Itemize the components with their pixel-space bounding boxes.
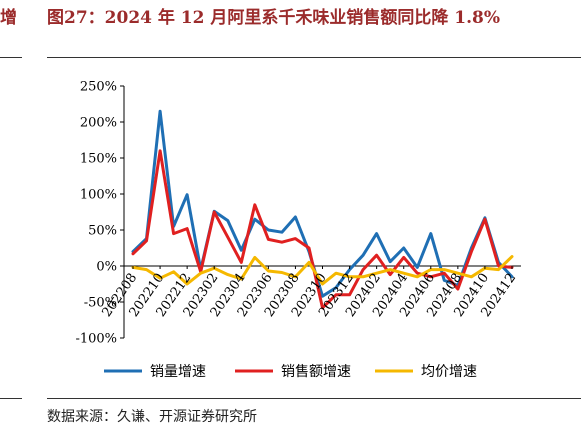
- series-line-3: [131, 255, 514, 286]
- y-tick-label: -50%: [84, 296, 117, 311]
- legend-label-1: 销量增速: [150, 364, 206, 380]
- bottom-rule: [47, 398, 581, 399]
- y-tick-label: -100%: [75, 332, 117, 347]
- y-tick-label: 100%: [80, 188, 117, 203]
- source-note: 数据来源：久谦、开源证券研究所: [47, 409, 257, 425]
- series-line-1: [131, 109, 514, 298]
- series-line-2: [131, 149, 514, 310]
- left-title-fragment: 增: [0, 8, 17, 28]
- y-tick-label: 50%: [88, 224, 117, 239]
- legend-label-2: 销售额增速: [281, 364, 351, 380]
- chart-series: [131, 109, 514, 310]
- y-tick-label: 0%: [96, 260, 117, 275]
- x-axis-ticks: 2022082022102022122023022023042023062023…: [100, 266, 519, 320]
- top-rule-left: [0, 57, 22, 58]
- y-tick-label: 200%: [80, 116, 117, 131]
- legend-label-3: 均价增速: [421, 364, 477, 380]
- y-axis-ticks: -100% -50% 0% 50% 100% 150% 200% 250%: [75, 80, 124, 347]
- figure-title: 图27：2024 年 12 月阿里系千禾味业销售额同比降 1.8%: [47, 8, 501, 28]
- y-tick-label: 150%: [80, 152, 117, 167]
- bottom-rule-left: [0, 398, 22, 399]
- chart-legend: 销量增速 销售额增速 均价增速: [104, 364, 477, 380]
- top-rule: [47, 57, 581, 58]
- y-tick-label: 250%: [80, 80, 117, 95]
